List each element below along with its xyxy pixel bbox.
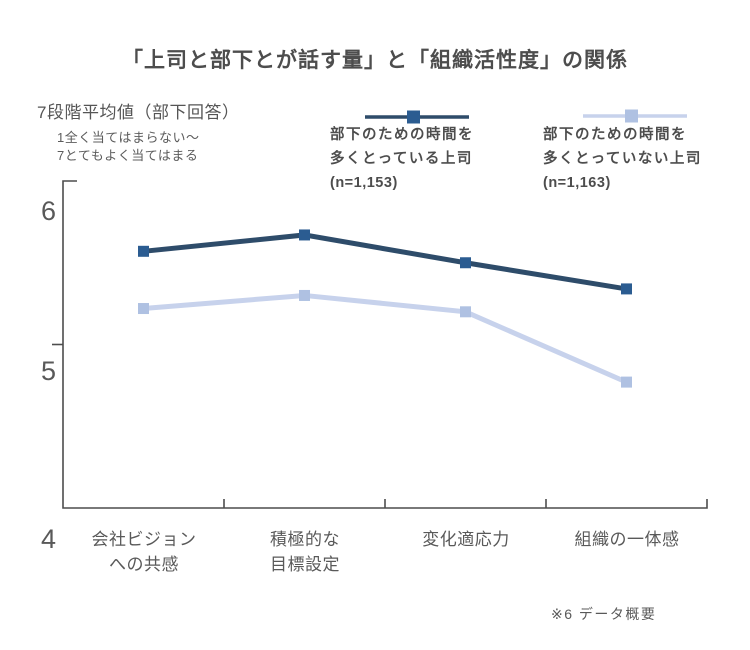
scale-note-line1: 1全く当てはまらない～ xyxy=(57,130,200,145)
legend-label-light-line1: 部下のための時間を xyxy=(543,127,687,143)
data-point-marker xyxy=(138,245,149,257)
axis-frame xyxy=(62,180,708,509)
series-line xyxy=(143,232,627,292)
legend-label-dark-line1: 部下のための時間を xyxy=(330,127,474,143)
legend-label-dark-line2: 多くとっている上司 xyxy=(330,151,473,167)
legend-label-light-line2: 多くとっていない上司 xyxy=(543,151,702,167)
y-tick-label-6: 6 xyxy=(40,196,56,226)
data-point-marker xyxy=(299,229,310,241)
legend-swatch-dark xyxy=(365,110,469,124)
y-tick-label-4: 4 xyxy=(40,524,56,554)
scale-note-line2: 7とてもよく当てはまる xyxy=(57,148,199,163)
x-category-label: 積極的な 目標設定 xyxy=(270,530,340,574)
data-point-marker xyxy=(621,283,632,295)
x-category-label: 会社ビジョン への共感 xyxy=(91,530,197,574)
scale-note: 1全く当てはまらない～ 7とてもよく当てはまる xyxy=(57,129,199,165)
legend-marker-dark-icon xyxy=(407,110,420,124)
footnote: ※6 データ概要 xyxy=(551,606,657,622)
series-line xyxy=(143,292,628,385)
x-category-label: 組織の一体感 xyxy=(574,530,680,549)
y-tick-label-5: 5 xyxy=(40,356,56,386)
data-point-marker xyxy=(138,303,149,315)
x-category-label: 変化適応力 xyxy=(422,530,510,549)
chart-title: 「上司と部下とが話す量」と「組織活性度」の関係 xyxy=(122,49,628,72)
data-point-marker xyxy=(621,376,632,388)
legend-label-light: 部下のための時間を 多くとっていない上司 (n=1,163) xyxy=(543,123,702,195)
data-point-marker xyxy=(299,289,310,301)
y-axis-title: 7段階平均値（部下回答） xyxy=(37,103,240,122)
data-point-marker xyxy=(460,257,471,269)
line-chart-plot xyxy=(52,180,708,509)
legend-label-dark: 部下のための時間を 多くとっている上司 (n=1,153) xyxy=(330,123,474,195)
data-point-marker xyxy=(460,306,471,318)
legend-label-light-n: (n=1,163) xyxy=(543,175,611,191)
legend-marker-light-icon xyxy=(625,109,638,123)
legend-swatch-light xyxy=(583,109,687,123)
legend-label-dark-n: (n=1,153) xyxy=(330,175,398,191)
